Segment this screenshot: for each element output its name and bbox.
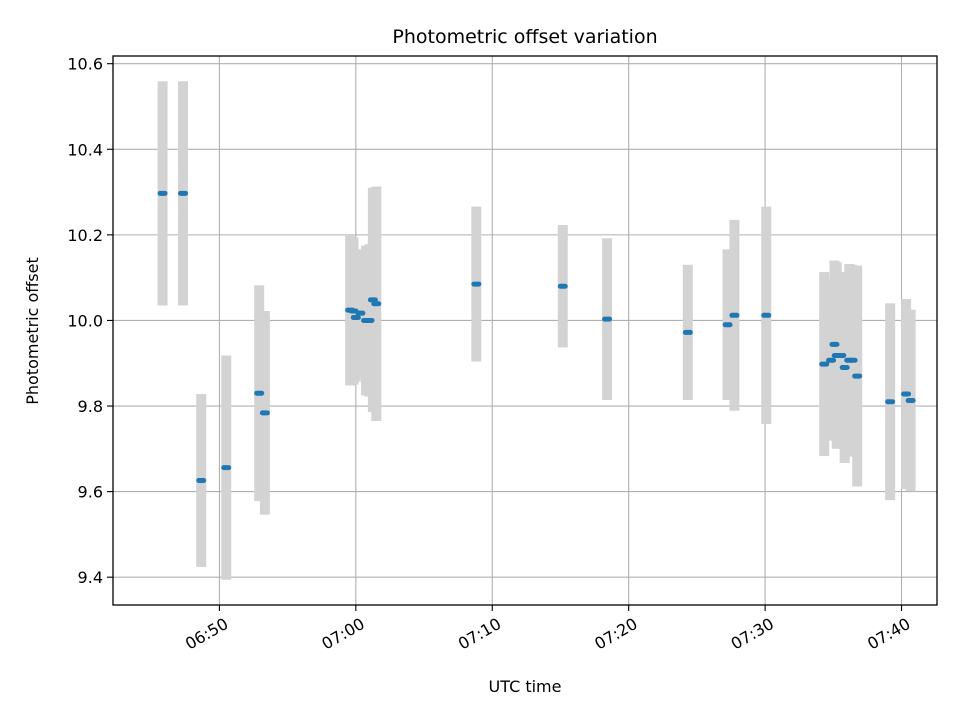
x-tick-label: 07:20 (591, 614, 640, 654)
data-point (471, 281, 482, 287)
data-point (221, 465, 232, 471)
data-point (729, 312, 740, 318)
plot-area-frame (112, 55, 938, 606)
data-point (722, 322, 733, 328)
data-point (682, 329, 693, 335)
x-tick-label: 07:10 (455, 614, 504, 654)
data-point (196, 477, 207, 483)
data-point (826, 357, 837, 363)
y-tick-label: 9.8 (78, 397, 103, 416)
data-point (371, 301, 382, 307)
data-point (602, 316, 613, 322)
data-point (905, 397, 916, 403)
y-tick-label: 10.0 (67, 311, 103, 330)
data-point (839, 365, 850, 371)
y-tick-label: 10.6 (67, 55, 103, 74)
data-point (885, 399, 896, 405)
data-point (761, 312, 772, 318)
x-axis-label: UTC time (489, 677, 562, 696)
data-point (364, 317, 375, 323)
data-point (557, 283, 568, 289)
chart-title: Photometric offset variation (392, 26, 657, 48)
data-markers (157, 190, 916, 483)
data-point (829, 341, 840, 347)
x-axis-ticks: 06:50 07:00 07:10 07:20 07:30 07:40 (182, 605, 914, 654)
data-point (836, 353, 847, 359)
y-tick-label: 9.6 (78, 483, 103, 502)
data-point (355, 310, 366, 316)
data-point (819, 361, 830, 367)
x-tick-label: 07:40 (864, 614, 913, 654)
data-point (901, 391, 912, 397)
data-point (157, 190, 168, 196)
data-point (254, 390, 265, 396)
x-tick-label: 06:50 (182, 614, 231, 654)
grid-lines (113, 56, 937, 605)
x-tick-label: 07:00 (318, 614, 367, 654)
y-tick-label: 9.4 (78, 568, 103, 587)
error-bars (157, 81, 916, 580)
data-point (367, 297, 378, 303)
y-axis-ticks: 9.4 9.6 9.8 10.0 10.2 10.4 10.6 (67, 55, 113, 587)
data-point (178, 190, 189, 196)
x-tick-label: 07:30 (728, 614, 777, 654)
data-point (350, 314, 361, 320)
data-point (259, 410, 270, 416)
data-point (847, 357, 858, 363)
y-axis-label: Photometric offset (23, 257, 42, 405)
data-point (852, 373, 863, 379)
y-tick-label: 10.2 (67, 226, 103, 245)
y-tick-label: 10.4 (67, 140, 103, 159)
